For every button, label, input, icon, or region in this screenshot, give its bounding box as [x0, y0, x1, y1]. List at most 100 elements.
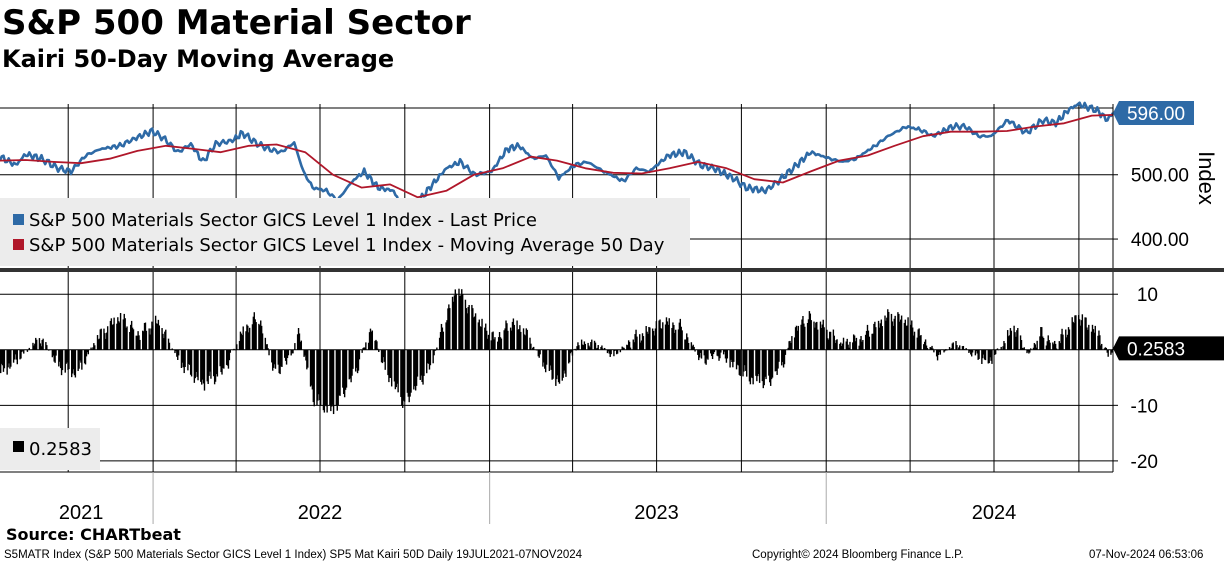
kairi-bar [800, 324, 802, 350]
kairi-bar [544, 349, 546, 369]
kairi-bar [395, 349, 397, 388]
chart-subtitle: Kairi 50-Day Moving Average [2, 45, 395, 73]
moving-average-line [0, 114, 1114, 199]
kairi-bar [426, 349, 428, 374]
kairi-bar [272, 349, 275, 368]
kairi-bar [989, 349, 991, 358]
kairi-bar [512, 318, 515, 350]
kairi-bar [874, 321, 876, 350]
kairi-bar [355, 349, 357, 372]
kairi-bar [733, 349, 735, 362]
kairi-bar [330, 349, 332, 412]
kairi-bar [154, 315, 157, 350]
kairi-bar [103, 328, 105, 350]
kairi-bar [969, 349, 971, 352]
kairi-bar [698, 349, 700, 361]
kairi-bar [639, 334, 641, 350]
kairi-bar [171, 348, 173, 350]
kairi-bar [988, 349, 990, 364]
kairi-bar [71, 349, 74, 374]
kairi-bar [190, 349, 193, 377]
kairi-bar [106, 332, 108, 350]
kairi-bar [313, 349, 315, 407]
kairi-bar [214, 349, 217, 382]
kairi-bar [123, 313, 125, 350]
kairi-bar [260, 320, 262, 350]
kairi-bar [390, 349, 393, 387]
kairi-bar [679, 318, 681, 350]
kairi-bar [459, 295, 461, 350]
kairi-bar [349, 349, 351, 379]
upper-legend-box [0, 198, 690, 266]
kairi-bar [931, 345, 933, 350]
kairi-bar [911, 327, 914, 350]
kairi-bar [532, 346, 535, 350]
kairi-bar [924, 339, 927, 350]
kairi-bar [971, 349, 974, 353]
price-lines [0, 101, 1115, 217]
kairi-bar [649, 327, 651, 350]
kairi-bar [564, 349, 566, 374]
kairi-bar [109, 320, 112, 350]
kairi-bar [814, 327, 816, 350]
kairi-bar [86, 349, 89, 353]
kairi-bar [23, 349, 25, 354]
kairi-bar [374, 340, 376, 350]
kairi-bar [660, 328, 662, 350]
kairi-bar [329, 349, 331, 406]
kairi-bar [668, 318, 670, 350]
kairi-bar [471, 304, 473, 350]
kairi-bar [829, 331, 832, 350]
kairi-bar [933, 349, 935, 353]
kairi-bar [1054, 343, 1057, 350]
kairi-bar [587, 342, 589, 350]
kairi-bar [473, 317, 475, 350]
kairi-bar [685, 339, 687, 350]
kairi-bar [28, 347, 30, 350]
kairi-bar [485, 323, 487, 350]
kairi-bar [78, 349, 80, 369]
kairi-bar [710, 349, 712, 354]
kairi-bar [251, 324, 254, 350]
kairi-bar [145, 330, 148, 350]
kairi-bar [684, 339, 686, 350]
kairi-bar [764, 349, 766, 377]
kairi-bar [261, 333, 264, 350]
kairi-bar [704, 349, 706, 364]
kairi-bar [297, 328, 300, 350]
kairi-bar [557, 349, 560, 383]
kairi-bar [480, 326, 482, 350]
kairi-bar [453, 295, 456, 350]
kairi-bar [180, 349, 183, 368]
kairi-bar [252, 316, 255, 350]
kairi-bar [1106, 349, 1108, 353]
kairi-bar [994, 349, 996, 355]
kairi-bar [433, 349, 435, 356]
kairi-bar [155, 323, 158, 350]
kairi-bar [370, 331, 373, 350]
kairi-bar [9, 349, 11, 369]
kairi-bar [1094, 325, 1096, 350]
kairi-bar [306, 349, 308, 370]
kairi-bar [840, 342, 842, 350]
kairi-bar [1100, 345, 1102, 350]
kairi-bar [152, 325, 154, 350]
kairi-bar [1002, 346, 1004, 350]
kairi-bar [479, 326, 481, 350]
kairi-bar [22, 349, 24, 351]
kairi-bar [703, 349, 705, 356]
kairi-bar [907, 317, 909, 350]
kairi-bars [0, 288, 1115, 415]
legend-swatch [13, 239, 24, 250]
kairi-bar [168, 342, 171, 350]
kairi-bar [1103, 348, 1106, 350]
kairi-bar [597, 345, 599, 350]
kairi-bar [594, 342, 597, 350]
kairi-bar [1111, 349, 1113, 353]
kairi-bar [73, 349, 76, 376]
footer-timestamp: 07-Nov-2024 06:53:06 [1089, 549, 1204, 561]
kairi-bar [846, 338, 848, 350]
kairi-bar [674, 332, 676, 350]
kairi-bar [51, 349, 54, 358]
kairi-bar [602, 348, 604, 350]
